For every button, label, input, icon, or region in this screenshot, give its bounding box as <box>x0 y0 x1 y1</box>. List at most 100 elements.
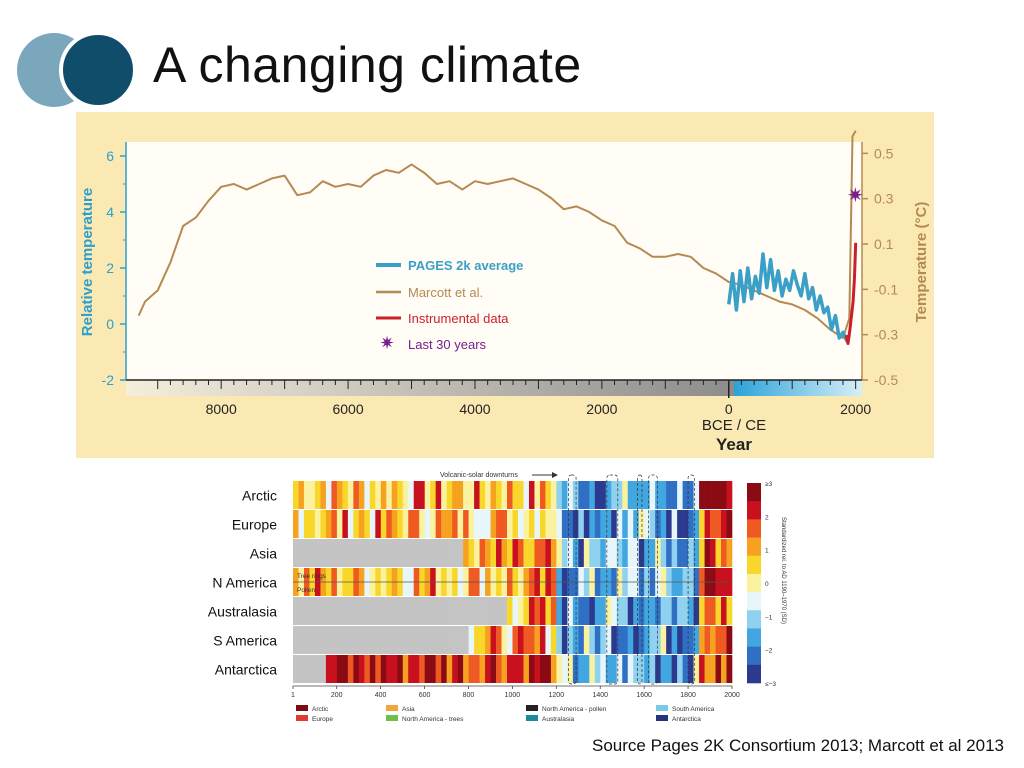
heatmap-cell <box>463 539 469 567</box>
heatmap-cell <box>309 481 316 509</box>
heatmap-cell <box>715 597 722 625</box>
colorbar-segment <box>747 573 761 593</box>
heatmap-cell <box>490 510 497 538</box>
heatmap-x-tick-label: 1600 <box>636 692 652 699</box>
heatmap-cell <box>408 481 415 509</box>
heatmap-cell <box>353 655 360 683</box>
heatmap-cell <box>523 655 530 683</box>
x-tick-label: 6000 <box>332 401 363 417</box>
heatmap-cell <box>380 539 387 567</box>
heatmap-cell <box>550 626 557 654</box>
heatmap-cell <box>386 655 393 683</box>
heatmap-cell <box>567 597 574 625</box>
heatmap-cell <box>386 510 393 538</box>
y-axis-label: Relative temperature <box>79 188 96 336</box>
heatmap-cell <box>303 626 310 654</box>
heatmap-cell <box>561 539 568 567</box>
heatmap-cell <box>715 655 722 683</box>
heatmap-cell <box>375 597 382 625</box>
x-tick-label: 2000 <box>840 401 871 417</box>
heatmap-cell <box>622 626 629 654</box>
heatmap-cell <box>353 626 360 654</box>
heatmap-cell <box>336 626 343 654</box>
heatmap-cell <box>402 597 409 625</box>
heatmap-cell <box>457 626 464 654</box>
heatmap-cell <box>331 481 338 509</box>
heatmap-cell <box>468 510 475 538</box>
heatmap-cell <box>479 510 486 538</box>
heatmap-cell <box>545 510 552 538</box>
heatmap-cell <box>600 626 607 654</box>
heatmap-cell <box>380 655 387 683</box>
heatmap-cell <box>666 655 672 683</box>
heatmap-cell <box>721 597 727 625</box>
heatmap-cell <box>567 655 574 683</box>
heatmap-cell <box>633 626 640 654</box>
heatmap-cell <box>589 597 596 625</box>
colorbar-segment <box>747 664 761 684</box>
heatmap-annotation: Volcanic-solar downturns <box>440 472 518 479</box>
heatmap-cell <box>298 626 305 654</box>
heatmap-cell <box>347 481 354 509</box>
heatmap-cell <box>397 626 404 654</box>
heatmap-cell <box>688 597 694 625</box>
heatmap-cell <box>331 510 338 538</box>
heatmap-cell <box>655 597 661 625</box>
heatmap-cell <box>616 539 623 567</box>
heatmap-cell <box>633 510 640 538</box>
heatmap-cell <box>523 626 530 654</box>
heatmap-cell <box>468 539 475 567</box>
heatmap-cell <box>605 481 612 509</box>
heatmap-cell <box>435 597 442 625</box>
heatmap-cell <box>430 481 436 509</box>
heatmap-cell <box>666 481 672 509</box>
y2-tick-label: -0.1 <box>874 281 898 297</box>
heatmap-row-label: Antarctica <box>215 662 277 678</box>
heatmap-cell <box>336 510 343 538</box>
heatmap-cell <box>677 626 683 654</box>
heatmap-cell <box>391 481 398 509</box>
heatmap-cell <box>391 510 398 538</box>
heatmap-cell <box>638 597 645 625</box>
heatmap-cell <box>342 539 349 567</box>
legend-label-marcott: Marcott et al. <box>408 285 483 300</box>
x-axis-label: Year <box>716 435 752 454</box>
heatmap-cell <box>539 655 546 683</box>
heatmap-cell <box>485 539 491 567</box>
heatmap-cell <box>616 655 623 683</box>
heatmap-cell <box>688 626 694 654</box>
colorbar-tick-label: 1 <box>765 548 769 555</box>
heatmap-cell <box>314 626 321 654</box>
heatmap-cell <box>528 481 535 509</box>
heatmap-cell <box>578 655 585 683</box>
heatmap-cell <box>380 597 387 625</box>
heatmap-cell <box>534 626 541 654</box>
heatmap-cell <box>561 597 568 625</box>
heatmap-cell <box>567 539 574 567</box>
heatmap-cell <box>380 481 387 509</box>
heatmap-cell <box>655 510 661 538</box>
heatmap-cell <box>336 597 343 625</box>
heatmap-cell <box>556 655 563 683</box>
heatmap-cell <box>342 481 349 509</box>
heatmap-cell <box>293 539 299 567</box>
heatmap-cell <box>682 655 689 683</box>
heatmap-cell <box>534 539 541 567</box>
heatmap-cell <box>435 481 442 509</box>
heatmap-cell <box>710 626 716 654</box>
regional-heatmap: Volcanic-solar downturns Arctic Europe Asi… <box>208 472 786 723</box>
heatmap-cell <box>666 510 672 538</box>
heatmap-x-tick-label: 800 <box>463 692 475 699</box>
y-tick-label: 6 <box>106 148 114 164</box>
heatmap-cell <box>633 597 640 625</box>
heatmap-cell <box>325 510 332 538</box>
heatmap-cell <box>441 481 447 509</box>
heatmap-cell <box>682 510 689 538</box>
heatmap-cell <box>550 655 557 683</box>
heatmap-cell <box>419 510 425 538</box>
heatmap-cell <box>671 539 678 567</box>
x-tick-label: 0 <box>725 401 733 417</box>
heatmap-cell <box>358 655 365 683</box>
heatmap-cell <box>638 655 645 683</box>
heatmap-cell <box>644 539 650 567</box>
